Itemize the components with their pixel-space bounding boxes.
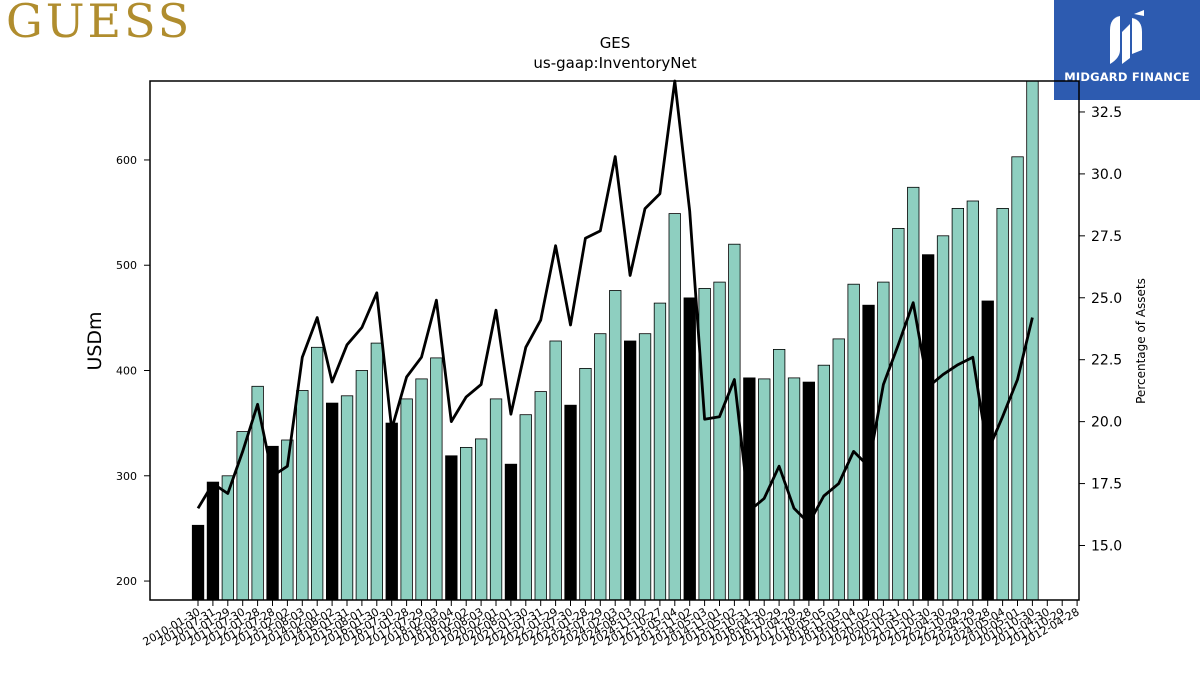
inventory-bar [534, 391, 547, 601]
y2-tick-label: 30.0 [1091, 167, 1122, 183]
inventory-bar [802, 381, 815, 601]
inventory-bar [489, 398, 503, 601]
inventory-bar [400, 398, 413, 601]
y-tick-label: 300 [116, 470, 137, 483]
inventory-bar [713, 281, 726, 601]
inventory-bar [638, 333, 652, 601]
y2-tick-label: 25.0 [1091, 291, 1122, 307]
plot-frame [149, 80, 1080, 601]
inventory-bar [236, 431, 249, 601]
inventory-bar [564, 404, 577, 601]
inventory-bar [1026, 80, 1039, 601]
inventory-bar [907, 186, 920, 601]
inventory-bar [519, 414, 532, 601]
inventory-bar [609, 290, 622, 601]
inventory-bar [624, 340, 637, 601]
inventory-bar [743, 377, 756, 601]
inventory-bar [266, 445, 279, 601]
y2-tick-label: 17.5 [1091, 477, 1122, 493]
inventory-bar [474, 438, 488, 601]
inventory-bar [385, 422, 398, 601]
y-tick-label: 400 [116, 365, 137, 378]
inventory-bar [922, 254, 935, 601]
inventory-bar [325, 402, 339, 601]
y-tick-label: 200 [116, 575, 137, 588]
inventory-bar [966, 200, 979, 601]
midgard-finance-logo: MIDGARD FINANCE [1054, 0, 1200, 100]
inventory-bar [668, 213, 681, 601]
inventory-bar [787, 377, 801, 601]
inventory-bar [698, 287, 711, 601]
inventory-bar [579, 367, 592, 601]
inventory-bar [847, 283, 860, 601]
inventory-bar [355, 370, 369, 601]
chart-subtitle: us-gaap:InventoryNet [533, 54, 696, 72]
guess-logo: GUESS [6, 0, 193, 48]
y-tick-label: 500 [116, 259, 137, 272]
inventory-bar [191, 524, 205, 601]
y2-tick-label: 15.0 [1091, 538, 1122, 554]
inventory-bar [445, 455, 458, 601]
midgard-logo-icon [1110, 10, 1144, 64]
y2-tick-label: 32.5 [1091, 105, 1122, 121]
inventory-bar [310, 346, 324, 601]
inventory-bar [206, 481, 220, 601]
y-tick-label: 600 [116, 154, 137, 167]
inventory-bar [549, 340, 562, 601]
inventory-bar [504, 463, 518, 601]
inventory-bar [430, 357, 443, 601]
inventory-bar [936, 235, 950, 601]
pct-assets-line [196, 79, 1034, 525]
inventory-bar [862, 304, 875, 601]
y-axis-label: USDm [84, 311, 106, 370]
inventory-bar [370, 342, 384, 601]
chart-title: GES [600, 34, 631, 52]
inventory-bar [892, 227, 905, 601]
inventory-bar [415, 378, 428, 601]
inventory-bar [594, 333, 607, 601]
inventory-bar [951, 207, 964, 601]
y2-tick-label: 22.5 [1091, 353, 1122, 369]
inventory-bar [459, 446, 473, 601]
inventory-bar [817, 364, 830, 601]
y2-tick-label: 27.5 [1091, 229, 1122, 245]
inventory-bar [877, 281, 890, 601]
inventory-bar [340, 395, 354, 601]
inventory-bar [296, 390, 309, 601]
inventory-bar [832, 338, 845, 601]
inventory-bar [683, 297, 696, 601]
y2-axis-label: Percentage of Assets [1134, 278, 1148, 404]
inventory-bar [653, 302, 667, 601]
y2-tick-label: 20.0 [1091, 415, 1122, 431]
midgard-logo-text: MIDGARD FINANCE [1064, 70, 1190, 84]
